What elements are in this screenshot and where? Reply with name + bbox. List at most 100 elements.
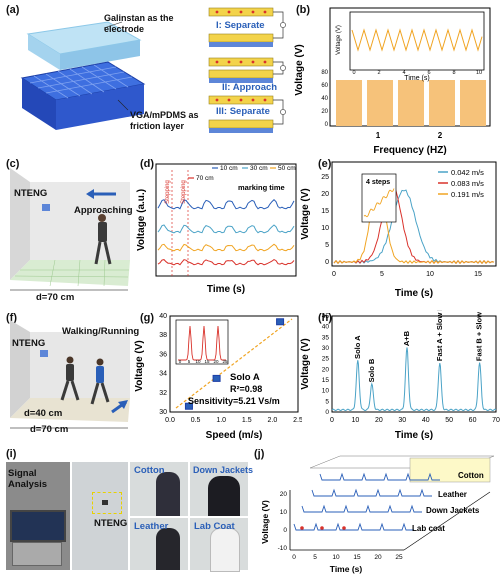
- f-distance-2-label: d=70 cm: [30, 424, 69, 435]
- g-xtick-3: 1.5: [242, 417, 252, 424]
- j-ytick-3: 20: [280, 491, 288, 498]
- h-ytick-3: 15: [322, 377, 330, 384]
- electrode-label: Galinstan as the electrode: [104, 13, 174, 34]
- h-peak-label-1: Solo B: [367, 358, 376, 382]
- panel-a-label: (a): [6, 4, 20, 16]
- g-point-0: [184, 402, 193, 410]
- g-inset-xtick-0: 0: [179, 359, 182, 364]
- panel-c-label: (c): [6, 158, 20, 170]
- j-series-3: [293, 522, 414, 531]
- e-xlabel: Time (s): [395, 288, 433, 299]
- d-legend-1: 30 cm: [250, 165, 268, 172]
- g-ytick-0: 30: [159, 409, 167, 416]
- g-point-2: [276, 318, 285, 326]
- b-bar-0: [336, 80, 362, 126]
- h-peak-label-4: Fast B + Slow A: [475, 310, 484, 361]
- e-legend-0: 0.042 m/s: [451, 168, 484, 177]
- f-distance-1-label: d=40 cm: [24, 408, 63, 419]
- b-inset-xtick-3: 6: [427, 70, 430, 76]
- b-inset-xtick-5: 10: [476, 70, 482, 76]
- j-xtick-3: 15: [353, 554, 361, 561]
- e-ytick-1: 5: [325, 242, 329, 249]
- g-title: Solo A: [230, 372, 260, 383]
- photo-cotton: [130, 462, 188, 516]
- photo-down-jackets: [190, 462, 248, 516]
- panel-a-illustration: [20, 21, 146, 130]
- h-peak-label-3: Fast A + Slow B: [435, 310, 444, 361]
- b-bar-4: [460, 80, 486, 126]
- g-ytick-2: 34: [159, 371, 167, 378]
- h-peak-label-0: Solo A: [353, 335, 362, 359]
- panel-f-label: (f): [6, 312, 17, 324]
- i-photo-leather-label: Leather: [134, 521, 169, 532]
- c-motion-label: Approaching: [74, 205, 133, 216]
- panel-h-chart: Solo A Solo B A+B Fast A + Slow B Fast B + S…: [300, 310, 500, 441]
- photo-signal-analysis: [6, 462, 70, 570]
- d-vlabel-2: Stepping: [181, 180, 187, 204]
- h-xtick-2: 20: [375, 417, 383, 424]
- c-distance-label: d=70 cm: [36, 292, 75, 303]
- j-series-label-1: Leather: [438, 490, 467, 499]
- b-bar-1: [367, 80, 393, 126]
- e-xtick-1: 5: [380, 271, 384, 278]
- g-ytick-1: 32: [159, 390, 167, 397]
- panel-j-label: (j): [254, 448, 265, 460]
- h-ytick-0: 0: [325, 409, 329, 416]
- j-series-label-0: Cotton: [458, 471, 484, 480]
- e-inset-text: 4 steps: [366, 179, 390, 186]
- b-inset-xlabel: Time (s): [404, 75, 429, 82]
- g-xtick-2: 1.0: [216, 417, 226, 424]
- c-device-label: NTENG: [14, 188, 48, 199]
- photo-leather: [130, 518, 188, 570]
- h-xtick-5: 50: [445, 417, 453, 424]
- i-photo-lab-coat-label: Lab Coat: [194, 521, 235, 532]
- panel-g-chart: 0 5 10 15 20 25 0.0 0.5 1.0 1.5 2.0 2.5 30 32 34 36 38 4…: [134, 313, 302, 441]
- j-xtick-5: 25: [395, 554, 403, 561]
- b-ytick-3: 60: [321, 83, 328, 89]
- d-series-2: [157, 243, 295, 252]
- panel-i-label: (i): [6, 448, 17, 460]
- panel-g-label: (g): [140, 312, 155, 324]
- f-motion-label: Walking/Running: [62, 326, 140, 337]
- j-series-1: [311, 488, 432, 497]
- g-ytick-4: 38: [159, 332, 167, 339]
- g-xtick-5: 2.5: [293, 417, 302, 424]
- g-inset-xtick-3: 15: [204, 359, 210, 364]
- j-ytick-0: -10: [278, 545, 288, 552]
- h-ytick-9: 45: [322, 313, 330, 320]
- b-ytick-4: 80: [321, 70, 328, 76]
- i-device-label: NTENG: [94, 518, 128, 529]
- f-device-label: NTENG: [12, 338, 46, 349]
- g-ytick-3: 36: [159, 351, 167, 358]
- b-ytick-2: 40: [321, 96, 328, 102]
- b-ytick-0: 0: [325, 122, 329, 128]
- h-xtick-7: 70: [492, 417, 500, 424]
- d-vlabel-1: Stepping: [165, 180, 171, 204]
- panel-c-scene: [10, 168, 130, 291]
- b-xtick-0: 1: [376, 131, 381, 140]
- j-marker-1: [320, 526, 324, 530]
- h-xtick-1: 10: [352, 417, 360, 424]
- e-xtick-2: 10: [426, 271, 434, 278]
- panel-h-label: (h): [318, 312, 333, 324]
- b-xlabel: Frequency (HZ): [373, 145, 446, 156]
- photo-lab-coat: [190, 518, 248, 572]
- j-xtick-4: 20: [374, 554, 382, 561]
- e-legend-1: 0.083 m/s: [451, 179, 484, 188]
- j-marker-2: [342, 526, 346, 530]
- h-peak-label-2: A+B: [402, 330, 411, 346]
- j-xtick-2: 10: [332, 554, 340, 561]
- b-xtick-1: 2: [438, 131, 443, 140]
- j-xtick-1: 5: [313, 554, 317, 561]
- panel-e-chart: 4 steps 0.042 m/s 0.083 m/s 0.191 m/s 0 5 10…: [300, 161, 497, 299]
- friction-layer-label: VGA/mPDMS as friction layer: [130, 110, 199, 131]
- j-xtick-0: 0: [292, 554, 296, 561]
- j-ylabel: Voltage (V): [260, 500, 270, 544]
- e-ylabel: Voltage (V): [300, 188, 311, 239]
- panel-d-label: (d): [140, 158, 155, 170]
- h-ylabel: Voltage (V): [300, 338, 311, 389]
- panel-f-scene: [10, 320, 130, 429]
- i-photo-cotton-label: Cotton: [134, 465, 165, 476]
- b-inset-xtick-4: 8: [452, 70, 455, 76]
- g-ytick-5: 40: [159, 313, 167, 320]
